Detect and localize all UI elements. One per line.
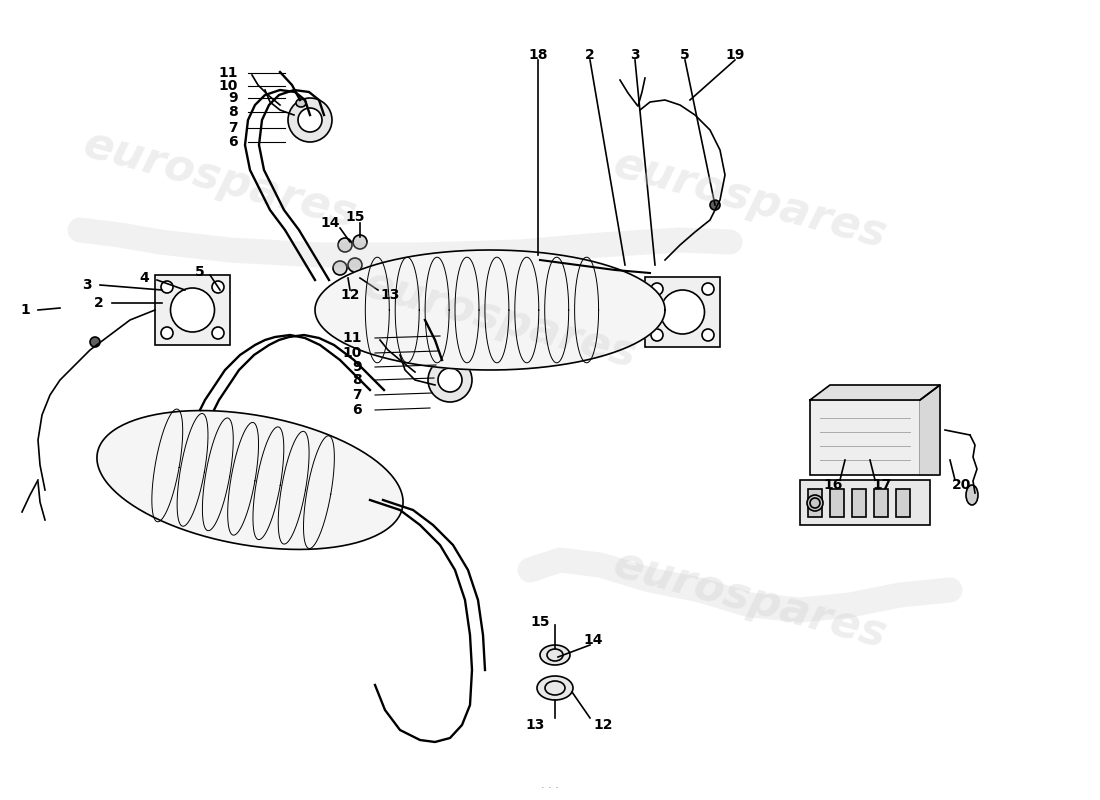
Ellipse shape xyxy=(338,238,352,252)
Text: eurospares: eurospares xyxy=(608,543,891,657)
Text: eurospares: eurospares xyxy=(608,143,891,257)
Text: 9: 9 xyxy=(229,91,238,105)
Text: 15: 15 xyxy=(530,615,550,629)
Ellipse shape xyxy=(651,283,663,295)
Bar xyxy=(808,489,822,517)
Polygon shape xyxy=(315,250,666,370)
Text: 12: 12 xyxy=(340,288,360,302)
Ellipse shape xyxy=(170,288,214,332)
Text: 4: 4 xyxy=(139,271,148,285)
Ellipse shape xyxy=(161,281,173,293)
Text: 7: 7 xyxy=(352,388,362,402)
Text: 13: 13 xyxy=(526,718,544,732)
Bar xyxy=(896,489,910,517)
Text: 15: 15 xyxy=(345,210,365,224)
Text: 9: 9 xyxy=(352,360,362,374)
Bar xyxy=(810,400,920,475)
Ellipse shape xyxy=(540,645,570,665)
Text: 14: 14 xyxy=(583,633,603,647)
Ellipse shape xyxy=(702,283,714,295)
Text: 18: 18 xyxy=(528,48,548,62)
Text: 13: 13 xyxy=(381,288,399,302)
Bar xyxy=(852,489,866,517)
Ellipse shape xyxy=(537,676,573,700)
Ellipse shape xyxy=(438,359,448,367)
Polygon shape xyxy=(97,410,403,550)
Ellipse shape xyxy=(298,108,322,132)
Text: 16: 16 xyxy=(823,478,843,492)
Polygon shape xyxy=(810,385,940,400)
Ellipse shape xyxy=(966,485,978,505)
Text: 5: 5 xyxy=(680,48,690,62)
Text: 11: 11 xyxy=(342,331,362,345)
Text: 20: 20 xyxy=(953,478,971,492)
Text: 5: 5 xyxy=(195,265,205,279)
Ellipse shape xyxy=(702,329,714,341)
Text: 14: 14 xyxy=(320,216,340,230)
Text: 6: 6 xyxy=(352,403,362,417)
Bar xyxy=(800,480,929,525)
Text: 17: 17 xyxy=(872,478,892,492)
Text: 3: 3 xyxy=(630,48,640,62)
Ellipse shape xyxy=(353,235,367,249)
Text: 19: 19 xyxy=(725,48,745,62)
Text: eurospares: eurospares xyxy=(78,123,362,237)
Ellipse shape xyxy=(628,328,642,342)
Text: 2: 2 xyxy=(95,296,103,310)
Ellipse shape xyxy=(212,327,224,339)
Bar xyxy=(645,277,720,347)
Text: 8: 8 xyxy=(352,373,362,387)
Text: 6: 6 xyxy=(229,135,238,149)
Polygon shape xyxy=(920,385,940,475)
Text: 1: 1 xyxy=(20,303,30,317)
Ellipse shape xyxy=(541,256,549,264)
Ellipse shape xyxy=(651,329,663,341)
Ellipse shape xyxy=(710,200,720,210)
Ellipse shape xyxy=(628,311,642,325)
Bar xyxy=(155,275,230,345)
Text: 12: 12 xyxy=(593,718,613,732)
Ellipse shape xyxy=(807,495,823,511)
Text: . . .: . . . xyxy=(541,780,559,790)
Bar xyxy=(830,489,844,517)
Ellipse shape xyxy=(333,261,346,275)
Ellipse shape xyxy=(212,281,224,293)
Ellipse shape xyxy=(296,99,306,107)
Text: eurospares: eurospares xyxy=(359,263,641,377)
Text: 10: 10 xyxy=(342,346,362,360)
Ellipse shape xyxy=(161,327,173,339)
Text: 10: 10 xyxy=(219,79,238,93)
Ellipse shape xyxy=(288,98,332,142)
Ellipse shape xyxy=(428,358,472,402)
Text: 7: 7 xyxy=(229,121,238,135)
Ellipse shape xyxy=(660,290,704,334)
Ellipse shape xyxy=(90,337,100,347)
Ellipse shape xyxy=(438,368,462,392)
Ellipse shape xyxy=(348,258,362,272)
Bar xyxy=(874,489,888,517)
Text: 3: 3 xyxy=(82,278,91,292)
Text: 2: 2 xyxy=(585,48,595,62)
Text: 11: 11 xyxy=(219,66,238,80)
Text: 8: 8 xyxy=(229,105,238,119)
